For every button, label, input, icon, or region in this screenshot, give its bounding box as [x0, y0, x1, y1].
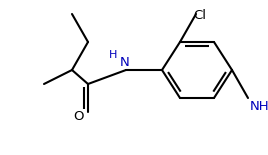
Text: Cl: Cl — [193, 9, 206, 22]
Text: H: H — [109, 50, 117, 60]
Text: NH₂: NH₂ — [250, 100, 268, 113]
Text: N: N — [120, 55, 130, 69]
Text: O: O — [73, 111, 83, 124]
